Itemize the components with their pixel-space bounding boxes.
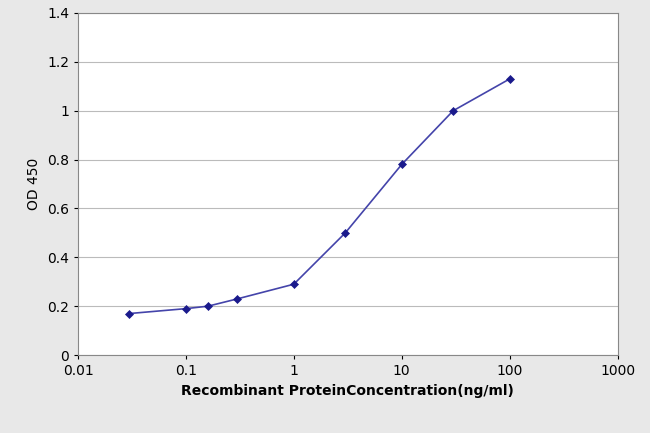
X-axis label: Recombinant ProteinConcentration(ng/ml): Recombinant ProteinConcentration(ng/ml) <box>181 384 514 397</box>
Y-axis label: OD 450: OD 450 <box>27 158 42 210</box>
